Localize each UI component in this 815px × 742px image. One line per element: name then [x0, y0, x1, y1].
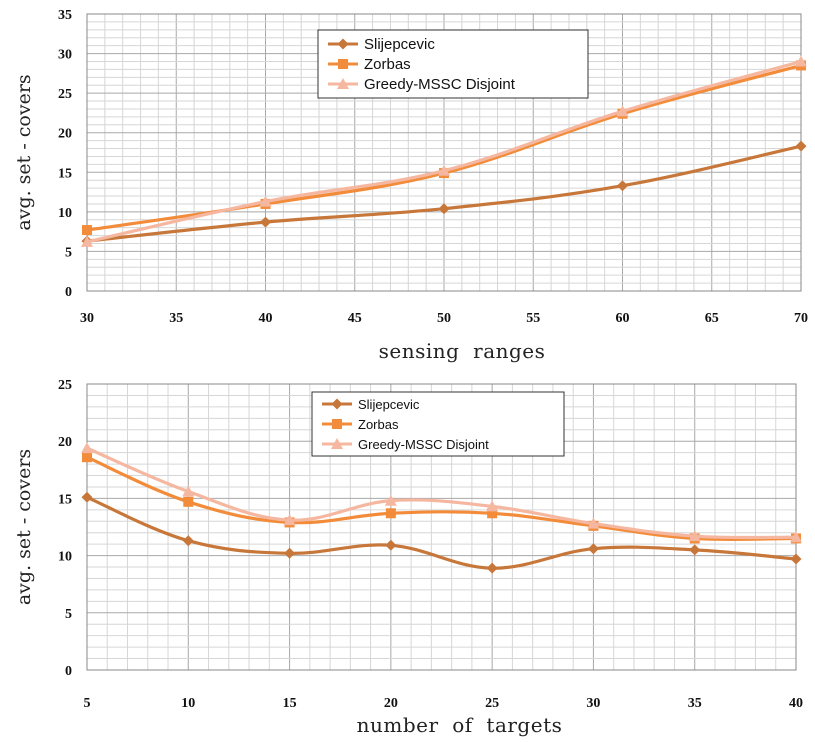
y-tick-label: 0 — [65, 664, 72, 679]
legend-box — [311, 391, 565, 457]
series-zorbas — [82, 452, 801, 544]
x-tick-label: 50 — [437, 311, 451, 326]
legend: Slijepcevic Zorbas Greedy-MSSC Disjoint — [317, 29, 589, 99]
y-tick-label: 5 — [65, 607, 72, 622]
legend-entry: Slijepcevic — [364, 36, 435, 53]
data-point — [384, 494, 397, 506]
y-tick-label: 10 — [58, 550, 72, 565]
legend-entry: Zorbas — [364, 56, 411, 73]
legend-entry: Zorbas — [358, 417, 399, 432]
data-point — [587, 517, 600, 529]
x-tick-label: 40 — [259, 311, 273, 326]
y-tick-label: 15 — [58, 166, 72, 181]
data-point — [688, 530, 701, 542]
data-point — [438, 164, 450, 176]
data-point — [438, 203, 450, 215]
y-tick-label: 5 — [65, 245, 72, 260]
data-point — [790, 531, 802, 543]
series-line — [85, 446, 798, 540]
series-greedy-mssc-disjoint — [81, 442, 802, 543]
series-slijepcevic — [81, 491, 802, 574]
data-point — [81, 235, 93, 247]
data-point — [259, 195, 272, 207]
legend-swatch-marker — [337, 38, 349, 50]
legend-entry: Greedy-MSSC Disjoint — [364, 76, 516, 93]
legend-swatch-marker — [332, 419, 342, 429]
x-tick-label: 55 — [526, 311, 540, 326]
x-tick-label: 40 — [789, 696, 803, 711]
plot-frame — [86, 13, 802, 292]
data-point — [283, 514, 296, 526]
chart-sensing-ranges: 30 35 40 45 50 55 60 65 70 0 5 10 15 20 25 30 35 sensing … — [13, 8, 808, 363]
data-point — [182, 535, 194, 547]
data-point — [81, 442, 93, 454]
legend: Slijepcevic Zorbas Greedy-MSSC Disjoint — [311, 391, 565, 457]
plot-frame — [86, 383, 797, 671]
y-tick-label: 0 — [65, 285, 72, 300]
y-axis-label: avg. set - covers — [13, 449, 35, 605]
x-axis-label: number of targets — [357, 713, 563, 737]
x-tick-label: 60 — [616, 311, 630, 326]
data-point — [182, 485, 195, 497]
data-point — [795, 55, 807, 67]
legend-entry: Slijepcevic — [358, 397, 420, 412]
y-tick-label: 20 — [58, 127, 72, 142]
data-point — [82, 225, 92, 236]
data-point — [587, 543, 599, 555]
data-point — [486, 500, 499, 512]
y-tick-label: 20 — [58, 435, 72, 450]
legend-swatch-marker — [338, 59, 348, 69]
x-tick-label: 5 — [84, 696, 91, 711]
data-point — [385, 539, 397, 551]
y-tick-label: 15 — [58, 492, 72, 507]
y-tick-label: 10 — [58, 206, 72, 221]
legend-swatch-marker — [337, 78, 349, 89]
x-tick-label: 25 — [485, 696, 499, 711]
y-tick-label: 25 — [58, 378, 72, 393]
data-point — [82, 452, 92, 463]
x-axis-label: sensing ranges — [379, 339, 546, 363]
series-line — [85, 495, 798, 570]
data-point — [385, 508, 396, 519]
legend-entry: Greedy-MSSC Disjoint — [358, 437, 489, 452]
x-tick-label: 35 — [169, 311, 183, 326]
x-tick-label: 65 — [705, 311, 719, 326]
legend-swatch-marker — [331, 438, 343, 449]
data-point — [616, 105, 629, 117]
data-point — [260, 216, 271, 228]
x-tick-label: 30 — [586, 696, 600, 711]
x-tick-label: 70 — [794, 311, 808, 326]
x-tick-label: 35 — [688, 696, 702, 711]
data-point — [617, 180, 628, 192]
data-point — [795, 140, 807, 152]
legend-box — [317, 29, 589, 99]
series-greedy-mssc-disjoint — [81, 55, 807, 247]
y-tick-label: 30 — [58, 48, 72, 63]
x-tick-label: 15 — [283, 696, 297, 711]
legend-swatch-marker — [331, 398, 343, 410]
data-point — [183, 496, 194, 507]
data-point — [486, 562, 498, 574]
y-tick-label: 25 — [58, 87, 72, 102]
data-point — [284, 547, 296, 559]
x-tick-label: 10 — [181, 696, 195, 711]
chart-number-of-targets: 5 10 15 20 25 30 35 40 0 5 10 15 20 25 number of targe… — [13, 378, 803, 737]
x-tick-label: 20 — [384, 696, 398, 711]
series-line — [85, 455, 798, 542]
x-tick-label: 45 — [348, 311, 362, 326]
data-point — [81, 491, 93, 503]
series-slijepcevic — [81, 140, 807, 247]
data-point — [487, 508, 498, 519]
y-axis-label: avg. set - covers — [13, 74, 35, 230]
x-tick-label: 30 — [80, 311, 94, 326]
data-point — [790, 553, 802, 565]
data-point — [689, 544, 701, 556]
y-tick-label: 35 — [58, 8, 72, 23]
